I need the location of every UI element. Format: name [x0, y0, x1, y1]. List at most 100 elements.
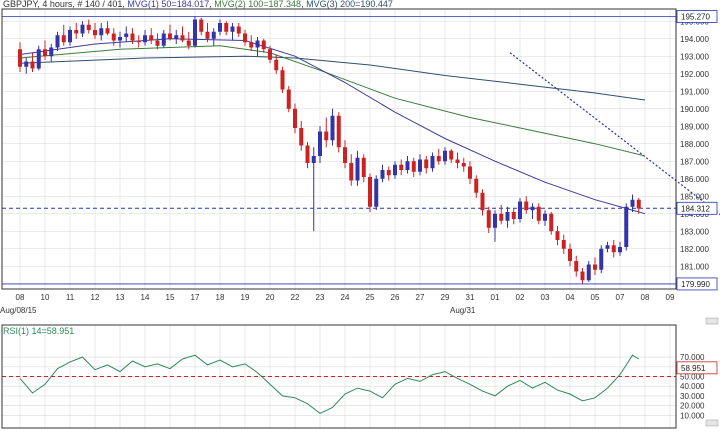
x-tick-label: 08 [641, 293, 650, 302]
candle-body [180, 35, 185, 41]
x-tick-label: 11 [66, 293, 75, 302]
candle-body [68, 30, 72, 43]
low-price-label: 179.990 [681, 280, 710, 289]
mvg2-line [19, 45, 646, 157]
candle-body [286, 89, 291, 109]
x-tick-label: 12 [91, 293, 100, 302]
candle-body [336, 115, 341, 148]
candle-body [561, 240, 566, 249]
candle-body [361, 157, 366, 177]
candle-body [230, 26, 235, 32]
rsi-resize-handle[interactable] [705, 419, 719, 427]
price-tick-label: 192.000 [680, 70, 709, 79]
x-tick-label: 03 [541, 293, 550, 302]
candle-body [155, 40, 160, 46]
current-price-label-box [676, 201, 718, 215]
rsi-value-label: 58.951 [681, 364, 706, 373]
candle-body [193, 19, 197, 46]
price-tick-label: 194.000 [680, 35, 709, 44]
candle-body [311, 156, 316, 163]
candle-body [299, 128, 304, 146]
x-tick-label: 08 [16, 293, 25, 302]
candle-body [243, 33, 247, 43]
price-plot [2, 16, 720, 285]
candle-body [268, 49, 272, 60]
candle-body [18, 49, 22, 67]
candle-body [443, 150, 447, 162]
x-tick-label: 18 [216, 293, 225, 302]
candle-body [493, 213, 497, 228]
high-price-label: 195.270 [681, 13, 710, 22]
candle-body [136, 40, 141, 43]
candle-body [461, 163, 466, 167]
candle-body [93, 30, 97, 36]
chart-header: GBPJPY, 4 hours, # 140 / 401, MVG(1) 50=… [3, 0, 393, 9]
candle-body [224, 23, 229, 32]
candle-body [36, 49, 41, 69]
candle-body [199, 19, 204, 32]
x-tick-label: 25 [366, 293, 375, 302]
mvg3-label: MVG(3) 200=190.447 [306, 0, 393, 9]
candle-body [411, 161, 416, 172]
rsi-panel-frame [1, 324, 677, 429]
candle-body [505, 212, 510, 221]
candle-body [280, 70, 285, 90]
candle-body [218, 23, 222, 32]
price-tick-label: 186.000 [680, 175, 709, 184]
candle-body [111, 33, 116, 41]
price-tick-label: 182.000 [680, 245, 709, 254]
x-tick-label: 24 [341, 293, 350, 302]
candle-body [49, 47, 54, 57]
candle-body [618, 247, 622, 253]
candle-body [168, 33, 172, 39]
candle-body [430, 156, 435, 169]
candle-body [380, 170, 385, 179]
price-tick-label: 183.000 [680, 227, 709, 236]
candle-body [636, 199, 641, 209]
candle-body [399, 164, 404, 170]
candle-body [205, 31, 210, 39]
candle-body [368, 177, 372, 207]
candle-body [568, 248, 572, 261]
candle-body [518, 201, 522, 219]
candle-body [249, 42, 254, 48]
candle-body [524, 201, 529, 211]
candle-body [543, 213, 547, 221]
rsi-tick-label: 10.000 [680, 411, 705, 420]
x-tick-label: 29 [441, 293, 450, 302]
candle-body [449, 150, 454, 160]
candle-body [455, 159, 460, 163]
price-tick-label: 185.000 [680, 192, 709, 201]
candle-body [386, 170, 391, 176]
candle-body [149, 35, 154, 41]
candle-body [374, 178, 379, 207]
symbol-label: GBPJPY [3, 0, 39, 9]
candle-body [161, 33, 166, 46]
candle-body [630, 199, 635, 207]
candle-body [474, 178, 479, 193]
candle-body [118, 37, 122, 41]
x-tick-label: 26 [391, 293, 400, 302]
x-tick-label: 13 [116, 293, 125, 302]
rsi-line [19, 354, 640, 414]
current-price-label: 184.312 [681, 204, 710, 213]
axes: 195.000194.000193.000192.000191.000190.0… [0, 10, 718, 420]
candle-body [424, 159, 429, 169]
candle-body [55, 35, 60, 48]
panel-resize-handle[interactable] [705, 317, 719, 325]
rsi-tick-label: 20.000 [680, 402, 705, 411]
candle-body [549, 213, 554, 232]
candle-body [24, 61, 29, 67]
candle-body [43, 49, 47, 57]
candle-body [274, 59, 279, 71]
separator-2: , [301, 0, 306, 9]
candle-body [130, 33, 135, 41]
mvg2-label: MVG(2) 100=187.348 [214, 0, 301, 9]
x-tick-label: 09 [666, 293, 675, 302]
candle-body [143, 35, 147, 43]
candle-body [99, 28, 104, 36]
candle-body [105, 28, 110, 34]
candle-body [236, 26, 241, 34]
